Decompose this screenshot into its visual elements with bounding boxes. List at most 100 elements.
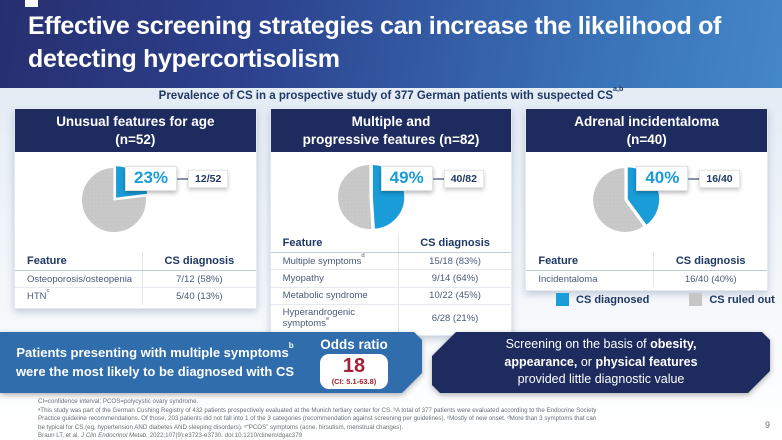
footnote-line3: Practice guideline recommendations. Of t…	[38, 415, 597, 423]
panel-header-line1: Adrenal incidentaloma	[574, 114, 720, 129]
panel-header-line2: (n=40)	[626, 131, 667, 147]
odds-ratio-ci: (CI: 5.1-63.8)	[331, 376, 377, 386]
screening-line2-bold2: physical features	[595, 354, 698, 369]
feature-label: Osteoporosis/osteopenia	[27, 273, 133, 285]
odds-ratio-value: 18	[342, 354, 366, 377]
screening-line2-bold1: appearance,	[504, 354, 578, 369]
pie-callout: 40% 16/40	[636, 166, 740, 192]
diagnosis-value: 9/14 (64%)	[397, 269, 512, 288]
col-header-feature: Feature	[526, 252, 654, 272]
table-wrap: Feature CS diagnosis Incidentaloma 16/40…	[526, 252, 768, 290]
pie-fraction-label: 40/82	[443, 169, 484, 188]
diagnosis-value: 5/40 (13%)	[142, 287, 256, 305]
feature-superscript: e	[325, 315, 330, 322]
diagnosis-value: 16/40 (40%)	[653, 270, 768, 288]
pie-area: 23% 12/52	[15, 152, 256, 252]
footnotes: CI=confidence interval; PCOS=polycystic …	[38, 398, 768, 440]
footnote-reference: Braun LT, et al. J Clin Endocrinol Metab…	[38, 432, 768, 440]
legend-label-diagnosed: CS diagnosed	[576, 293, 650, 306]
footnote-abbreviations: CI=confidence interval; PCOS=polycystic …	[38, 398, 199, 405]
feature-label: HTN	[27, 290, 47, 302]
pie-percent-label: 49%	[380, 166, 433, 192]
pie-percent-label: 40%	[636, 166, 689, 192]
takeaway-line1: Patients presenting with multiple sympto…	[16, 344, 289, 360]
feature-table: Feature CS diagnosis Multiple symptomsd …	[270, 234, 512, 333]
subtitle-text: Prevalence of CS in a prospective study …	[158, 90, 614, 102]
col-header-feature: Feature	[15, 252, 143, 272]
odds-ratio-block: Odds ratio 18 (CI: 5.1-63.8)	[300, 337, 408, 389]
callout-dash	[688, 177, 700, 180]
diagnosis-value: 15/18 (83%)	[397, 252, 512, 271]
panel-header: Unusual features for age (n=52)	[15, 109, 256, 153]
takeaway-left-wrap: Patients presenting with multiple sympto…	[0, 332, 422, 393]
pie-legend: CS diagnosed CS ruled out	[556, 293, 775, 306]
screening-line2-normal: or	[577, 354, 596, 369]
panel-header-line1: Multiple and	[351, 114, 431, 129]
pie-fraction-label: 16/40	[699, 169, 740, 188]
feature-table: Feature CS diagnosis Incidentaloma 16/40…	[526, 252, 768, 288]
pie-percent-label: 23%	[125, 166, 178, 192]
pie-callout: 49% 40/82	[380, 166, 484, 192]
pie-fraction-label: 12/52	[188, 169, 229, 188]
odds-ratio-box: 18 (CI: 5.1-63.8)	[319, 353, 389, 389]
panel-header-line2: (n=52)	[115, 131, 156, 147]
feature-superscript: c	[46, 288, 50, 294]
callout-dash	[177, 177, 189, 180]
screening-line1-bold: obesity,	[650, 337, 697, 352]
pie-area: 49% 40/82	[271, 152, 512, 234]
feature-label: Incidentaloma	[538, 273, 598, 285]
footnote-line4: be typical for CS (eg, hypertension AND …	[38, 423, 404, 431]
reference-pre: Braun LT, et al.	[38, 432, 81, 440]
diagnosis-value: 6/28 (21%)	[397, 304, 512, 333]
table-wrap: Feature CS diagnosis Osteoporosis/osteop…	[15, 252, 256, 307]
callout-dash	[432, 177, 444, 180]
table-row: Metabolic syndrome 10/22 (45%)	[270, 287, 512, 305]
col-header-diagnosis: CS diagnosis	[397, 234, 512, 254]
panel-header: Multiple and progressive features (n=82)	[270, 109, 512, 153]
subtitle-superscript: a,b	[613, 84, 624, 93]
legend-item-ruled-out: CS ruled out	[689, 293, 775, 306]
title-banner: Effective screening strategies can incre…	[0, 0, 782, 88]
slide-title: Effective screening strategies can incre…	[28, 10, 748, 76]
screening-line1-normal: Screening on the basis of	[505, 337, 651, 352]
table-row: Incidentaloma 16/40 (40%)	[526, 270, 768, 288]
feature-table: Feature CS diagnosis Osteoporosis/osteop…	[15, 252, 256, 305]
pie-area: 40% 16/40	[526, 152, 767, 252]
takeaway-right-wrap: Screening on the basis of obesity, appea…	[432, 332, 770, 393]
legend-swatch-blue	[556, 293, 569, 306]
pie-callout: 23% 12/52	[125, 166, 229, 192]
col-header-diagnosis: CS diagnosis	[653, 252, 768, 272]
corner-mark	[25, 0, 38, 7]
takeaway-superscript: b	[288, 340, 294, 350]
legend-item-diagnosed: CS diagnosed	[556, 293, 649, 306]
table-row: Hyperandrogenic symptomse 6/28 (21%)	[271, 304, 512, 333]
table-wrap: Feature CS diagnosis Multiple symptomsd …	[270, 234, 512, 335]
legend-swatch-gray	[689, 293, 703, 306]
table-row: Multiple symptomsd 15/18 (83%)	[270, 252, 512, 271]
takeaway-line2: were the most likely to be diagnosed wit…	[15, 363, 295, 379]
feature-superscript: d	[361, 252, 365, 259]
col-header-diagnosis: CS diagnosis	[142, 252, 256, 272]
takeaway-left-text: Patients presenting with multiple sympto…	[0, 340, 300, 382]
legend-label-ruled-out: CS ruled out	[709, 293, 775, 306]
screening-line2: appearance, or physical features	[432, 354, 770, 372]
study-subtitle: Prevalence of CS in a prospective study …	[0, 85, 782, 102]
odds-ratio-label: Odds ratio	[320, 336, 388, 352]
diagnosis-value: 10/22 (45%)	[397, 287, 512, 305]
table-row: Osteoporosis/osteopenia 7/12 (58%)	[15, 270, 256, 289]
panel-header-line1: Unusual features for age	[56, 114, 215, 129]
table-row: HTNc 5/40 (13%)	[15, 287, 256, 305]
screening-line1: Screening on the basis of obesity,	[432, 336, 770, 354]
reference-journal: J Clin Endocrinol Metab.	[80, 432, 148, 440]
reference-post: 2022;107(9):e3723-e3730. doi:10.1210/cli…	[147, 432, 303, 440]
screening-line3: provided little diagnostic value	[517, 372, 685, 387]
panel-multiple-progressive: Multiple and progressive features (n=82)…	[269, 108, 513, 337]
takeaway-right-box: Screening on the basis of obesity, appea…	[432, 332, 770, 393]
panels-row: Unusual features for age (n=52) 23% 12/5…	[14, 108, 769, 337]
col-header-feature: Feature	[270, 234, 399, 254]
feature-label: Multiple symptoms	[282, 255, 362, 267]
panel-header-line2: progressive features (n=82)	[302, 131, 480, 147]
table-row: Myopathy 9/14 (64%)	[270, 269, 512, 288]
footnote-line2: ᵃThis study was part of the German Cushi…	[38, 406, 597, 414]
feature-label: Metabolic syndrome	[282, 290, 368, 301]
